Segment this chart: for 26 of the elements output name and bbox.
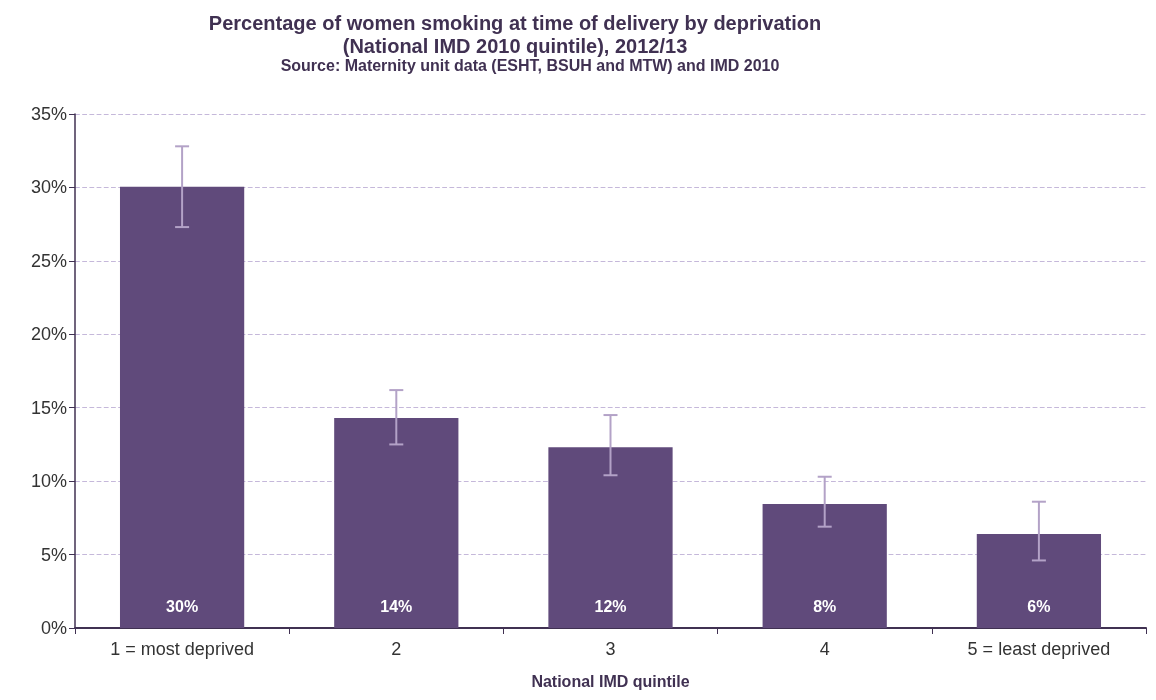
data-label: 12% (594, 597, 627, 615)
data-label: 6% (1027, 597, 1051, 615)
y-tick-label: 10% (30, 471, 67, 492)
bar (334, 417, 459, 628)
x-tick-label: 2 (391, 639, 402, 659)
y-tick-label: 30% (30, 177, 67, 198)
y-tick-label: 35% (30, 104, 67, 124)
chart-title: Percentage of women smoking at time of delivery by deprivation (National IMD 2010 quintile), 2012/13 (208, 11, 822, 57)
x-tick-label: 4 (819, 639, 830, 659)
bar (762, 503, 887, 628)
y-tick-label: 0% (40, 618, 67, 638)
bar (119, 186, 245, 628)
bar (976, 534, 1102, 628)
data-label: 30% (166, 597, 199, 615)
y-tick-label: 25% (30, 250, 67, 271)
x-axis-title: National IMD quintile (531, 672, 690, 690)
data-label: 8% (813, 597, 837, 615)
chart-subtitle: Source: Maternity unit data (ESHT, BSUH and MTW) and IMD 2010 (280, 56, 780, 74)
y-tick-label: 5% (40, 544, 67, 565)
x-tick-label: 3 (605, 639, 616, 659)
y-tick-label: 15% (30, 397, 67, 418)
bar (548, 447, 673, 628)
y-tick-label: 20% (30, 324, 67, 345)
x-tick-label: 1 = most deprived (110, 639, 254, 659)
x-tick-label: 5 = least deprived (967, 639, 1111, 659)
data-label: 14% (380, 597, 413, 615)
